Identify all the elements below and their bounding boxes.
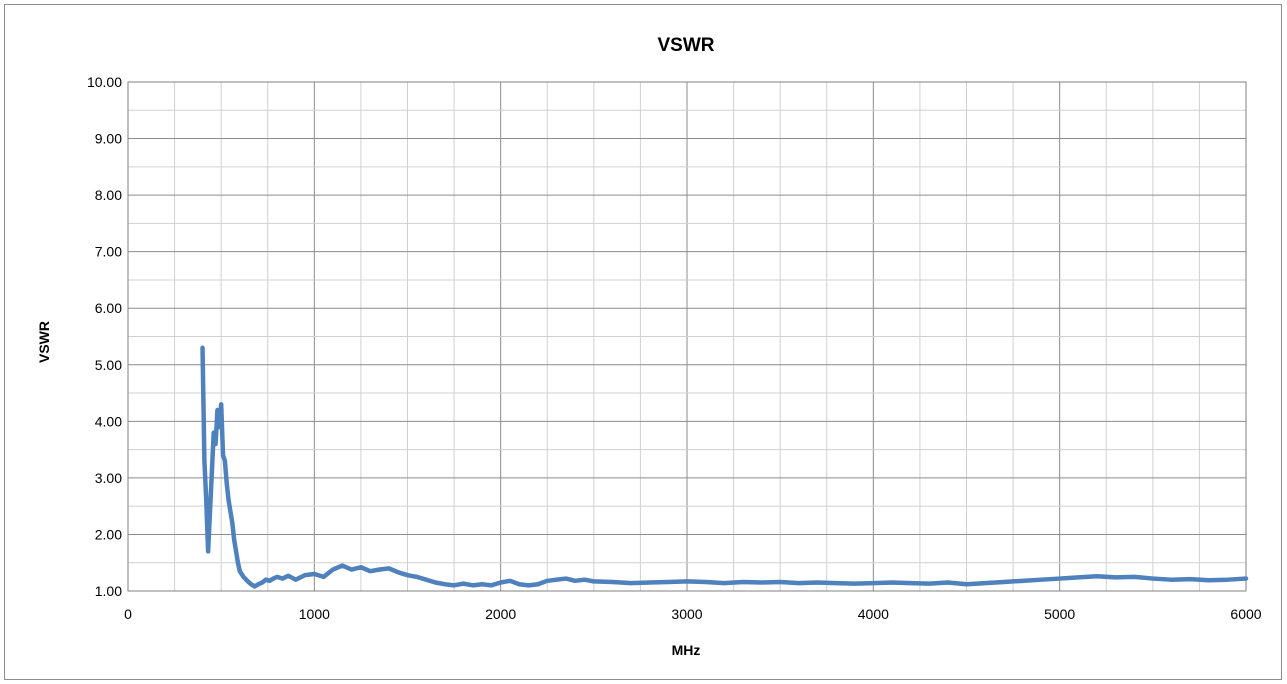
chart-frame: [4, 4, 1282, 680]
y-tick-label: 8.00: [95, 187, 122, 203]
plot-area: [127, 81, 1247, 592]
y-tick-label: 9.00: [95, 131, 122, 147]
x-tick-label: 2000: [485, 606, 516, 622]
x-tick-label: 3000: [671, 606, 702, 622]
y-tick-label: 5.00: [95, 357, 122, 373]
y-tick-label: 6.00: [95, 300, 122, 316]
vswr-series-line: [200, 345, 1249, 589]
grid: [127, 81, 1247, 592]
y-tick-label: 2.00: [95, 526, 122, 542]
x-tick-label: 5000: [1044, 606, 1075, 622]
x-tick-label: 1000: [299, 606, 330, 622]
x-tick-label: 6000: [1230, 606, 1261, 622]
chart-title: VSWR: [658, 35, 715, 56]
y-tick-label: 7.00: [95, 244, 122, 260]
y-axis: 1.00 2.00 3.00 4.00 5.00 6.00 7.00 8.00 9.00 10.0…: [87, 74, 122, 599]
y-tick-label: 10.00: [87, 74, 122, 90]
x-tick-label: 4000: [858, 606, 889, 622]
y-tick-label: 4.00: [95, 413, 122, 429]
x-axis-title: MHz: [672, 642, 701, 658]
x-tick-label: 0: [124, 606, 132, 622]
x-axis: 0 1000 2000 3000 4000 5000 6000: [124, 606, 1262, 622]
y-tick-label: 3.00: [95, 470, 122, 486]
y-tick-label: 1.00: [95, 583, 122, 599]
y-axis-title: VSWR: [36, 321, 52, 363]
